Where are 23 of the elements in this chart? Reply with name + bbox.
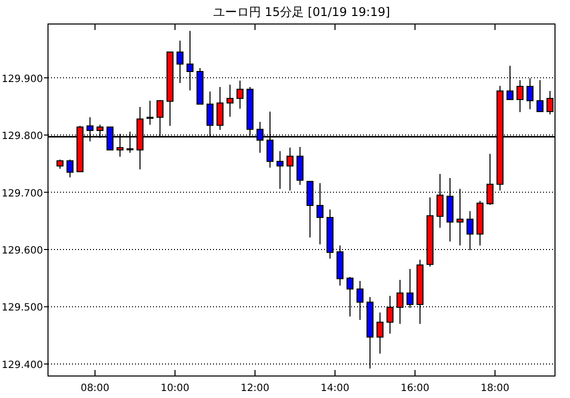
candlestick [146, 100, 154, 126]
x-tick-label: 12:00 [240, 383, 270, 394]
x-tick-label: 18:00 [480, 383, 510, 394]
candlestick [286, 147, 294, 192]
candlestick [216, 86, 224, 130]
x-tick-label: 16:00 [400, 383, 430, 394]
candlestick [66, 159, 74, 178]
candlestick [376, 312, 384, 354]
y-tick-label: 129.600 [2, 246, 43, 257]
candlestick [56, 159, 64, 170]
chart-title: ユーロ円 15分足 [01/19 19:19] [212, 5, 390, 19]
y-tick-label: 129.800 [2, 131, 43, 142]
candlestick [226, 84, 234, 118]
candlestick [526, 78, 534, 110]
y-tick-label: 129.400 [2, 360, 43, 371]
candlestick [236, 80, 244, 110]
y-tick-label: 129.900 [2, 74, 43, 85]
x-tick-label: 10:00 [160, 383, 190, 394]
y-tick-label: 129.700 [2, 188, 43, 200]
candlestick [276, 150, 284, 190]
x-tick-label: 08:00 [80, 383, 110, 394]
x-tick-label: 14:00 [320, 383, 350, 394]
y-tick-label: 129.500 [2, 302, 43, 314]
